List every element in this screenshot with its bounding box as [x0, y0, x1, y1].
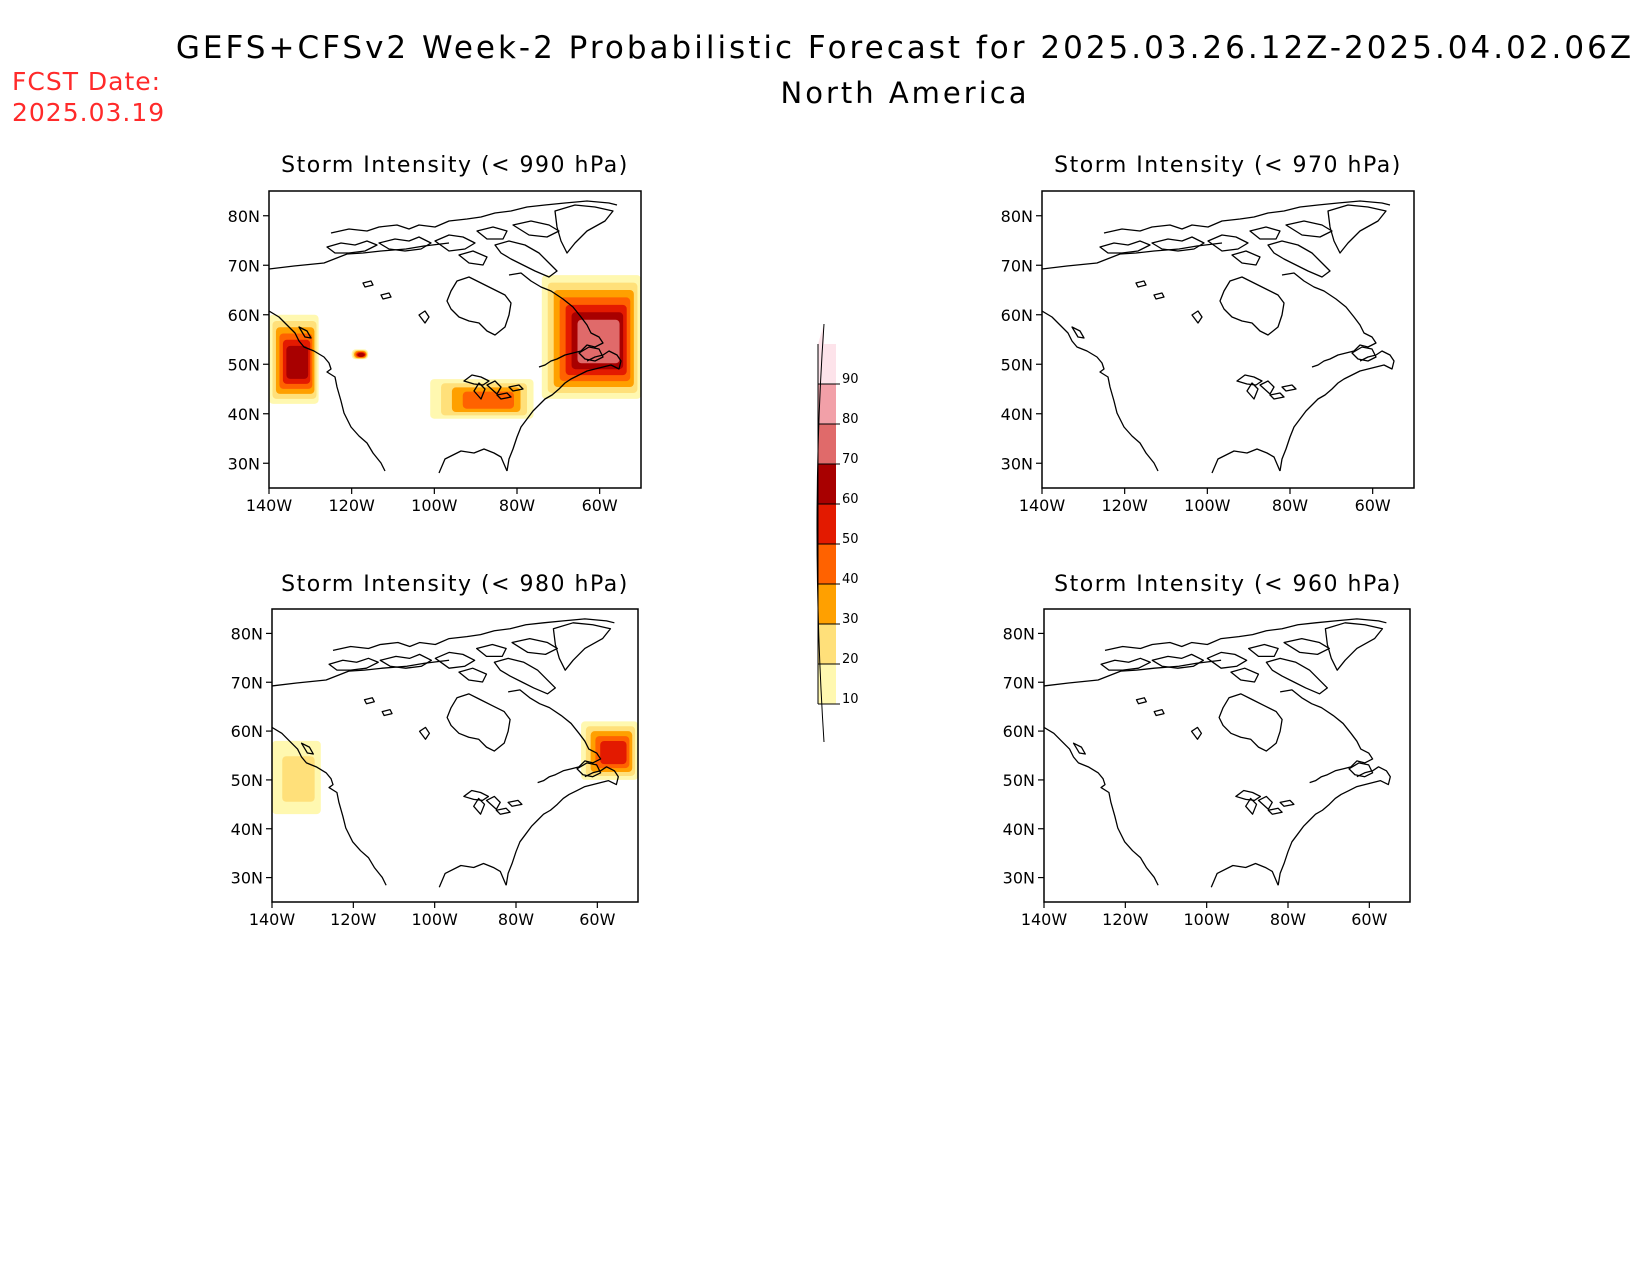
colorbar-label: 90 — [842, 372, 859, 387]
lat-tick-label: 70N — [231, 673, 263, 692]
lon-tick-label: 60W — [579, 910, 615, 929]
forecast-date-value: 2025.03.19 — [12, 98, 166, 127]
lat-tick-label: 60N — [1001, 306, 1033, 325]
colorbar-swatch-70 — [818, 424, 836, 464]
prob-area-60 — [357, 352, 365, 357]
panel-title: Storm Intensity (< 960 hPa) — [1054, 572, 1402, 597]
lon-tick-label: 120W — [330, 910, 377, 929]
lat-tick-label: 50N — [231, 771, 263, 790]
lat-tick-label: 80N — [1003, 624, 1035, 643]
map-frame — [268, 190, 642, 489]
lat-tick-label: 40N — [228, 405, 260, 424]
colorbar-label: 20 — [842, 652, 859, 667]
lon-tick-label: 60W — [1351, 910, 1387, 929]
map-panel-2: Storm Intensity (< 970 hPa) 30N 40N 50N 60N 7… — [1001, 153, 1415, 515]
colorbar-swatch-80 — [818, 384, 836, 424]
forecast-date-label: FCST Date: 2025.03.19 — [12, 66, 165, 128]
forecast-date-caption: FCST Date: — [12, 67, 162, 96]
probability-shading — [272, 721, 638, 815]
lat-tick-label: 80N — [231, 624, 263, 643]
lat-tick-label: 30N — [228, 454, 260, 473]
map-panel-3: Storm Intensity (< 980 hPa) 30N 40N 50N 60N 7… — [231, 572, 639, 929]
lon-tick-label: 140W — [249, 910, 296, 929]
region-subtitle: North America — [780, 76, 1030, 110]
lat-tick-label: 80N — [228, 207, 260, 226]
map-frame — [1041, 190, 1415, 489]
lon-tick-label: 140W — [246, 496, 293, 515]
panel-title: Storm Intensity (< 990 hPa) — [281, 153, 629, 178]
lat-tick-label: 40N — [1003, 820, 1035, 839]
colorbar-swatch-60 — [818, 464, 836, 504]
lat-tick-label: 50N — [1003, 771, 1035, 790]
colorbar-label: 30 — [842, 612, 859, 627]
lon-tick-label: 100W — [411, 910, 458, 929]
lon-tick-label: 120W — [1102, 910, 1149, 929]
prob-area-20 — [282, 756, 315, 802]
lon-tick-label: 80W — [1270, 910, 1306, 929]
lat-tick-label: 50N — [1001, 355, 1033, 374]
lon-tick-label: 100W — [1184, 496, 1231, 515]
lon-tick-label: 80W — [499, 496, 535, 515]
lon-tick-label: 120W — [328, 496, 375, 515]
colorbar-swatch-50 — [818, 504, 836, 544]
panel-title: Storm Intensity (< 970 hPa) — [1054, 153, 1402, 178]
map-panel-4: Storm Intensity (< 960 hPa) 30N 40N 50N 60N 7… — [1003, 572, 1411, 929]
lat-tick-label: 70N — [228, 256, 260, 275]
lat-tick-label: 60N — [228, 306, 260, 325]
map-frame — [1043, 608, 1411, 903]
lon-tick-label: 60W — [582, 496, 618, 515]
lat-tick-label: 80N — [1001, 207, 1033, 226]
colorbar-label: 80 — [842, 412, 859, 427]
map-panel-1: Storm Intensity (< 990 hPa) 30N 40N 50N 60N 7… — [228, 153, 642, 515]
lat-tick-label: 50N — [228, 355, 260, 374]
colorbar-legend: 10 20 30 40 50 60 70 80 90 — [816, 323, 859, 743]
panel-title: Storm Intensity (< 980 hPa) — [281, 572, 629, 597]
lon-tick-label: 140W — [1021, 910, 1068, 929]
lon-tick-label: 100W — [1183, 910, 1230, 929]
colorbar-label: 60 — [842, 492, 859, 507]
map-frame — [271, 608, 639, 903]
lon-tick-label: 80W — [498, 910, 534, 929]
colorbar-swatch-10 — [818, 664, 836, 704]
colorbar-swatch-20 — [818, 624, 836, 664]
prob-area-40 — [462, 391, 515, 409]
probability-shading — [269, 275, 641, 419]
lon-tick-label: 140W — [1019, 496, 1066, 515]
lat-tick-label: 60N — [231, 722, 263, 741]
coastline — [272, 618, 619, 888]
lon-tick-label: 60W — [1355, 496, 1391, 515]
colorbar-label: 50 — [842, 532, 859, 547]
lat-tick-label: 30N — [1001, 454, 1033, 473]
prob-area-60 — [286, 345, 309, 379]
colorbar-label: 10 — [842, 692, 859, 707]
lon-tick-label: 80W — [1272, 496, 1308, 515]
coastline — [1044, 618, 1391, 888]
colorbar-outline — [816, 323, 825, 743]
lon-tick-label: 100W — [411, 496, 458, 515]
lat-tick-label: 70N — [1001, 256, 1033, 275]
prob-area-50 — [600, 741, 627, 765]
coastline — [1042, 200, 1395, 474]
lat-tick-label: 40N — [231, 820, 263, 839]
colorbar-swatch-30 — [818, 584, 836, 624]
lat-tick-label: 30N — [231, 869, 263, 888]
colorbar-label: 70 — [842, 452, 859, 467]
map-panels: Storm Intensity (< 990 hPa) 30N 40N 50N 60N 7… — [228, 153, 1415, 929]
colorbar-label: 40 — [842, 572, 859, 587]
lat-tick-label: 40N — [1001, 405, 1033, 424]
lat-tick-label: 60N — [1003, 722, 1035, 741]
lat-tick-label: 30N — [1003, 869, 1035, 888]
lon-tick-label: 120W — [1101, 496, 1148, 515]
main-title: GEFS+CFSv2 Week-2 Probabilistic Forecast… — [175, 30, 1635, 66]
colorbar-swatch-40 — [818, 544, 836, 584]
prob-area-70 — [577, 319, 620, 364]
lat-tick-label: 70N — [1003, 673, 1035, 692]
